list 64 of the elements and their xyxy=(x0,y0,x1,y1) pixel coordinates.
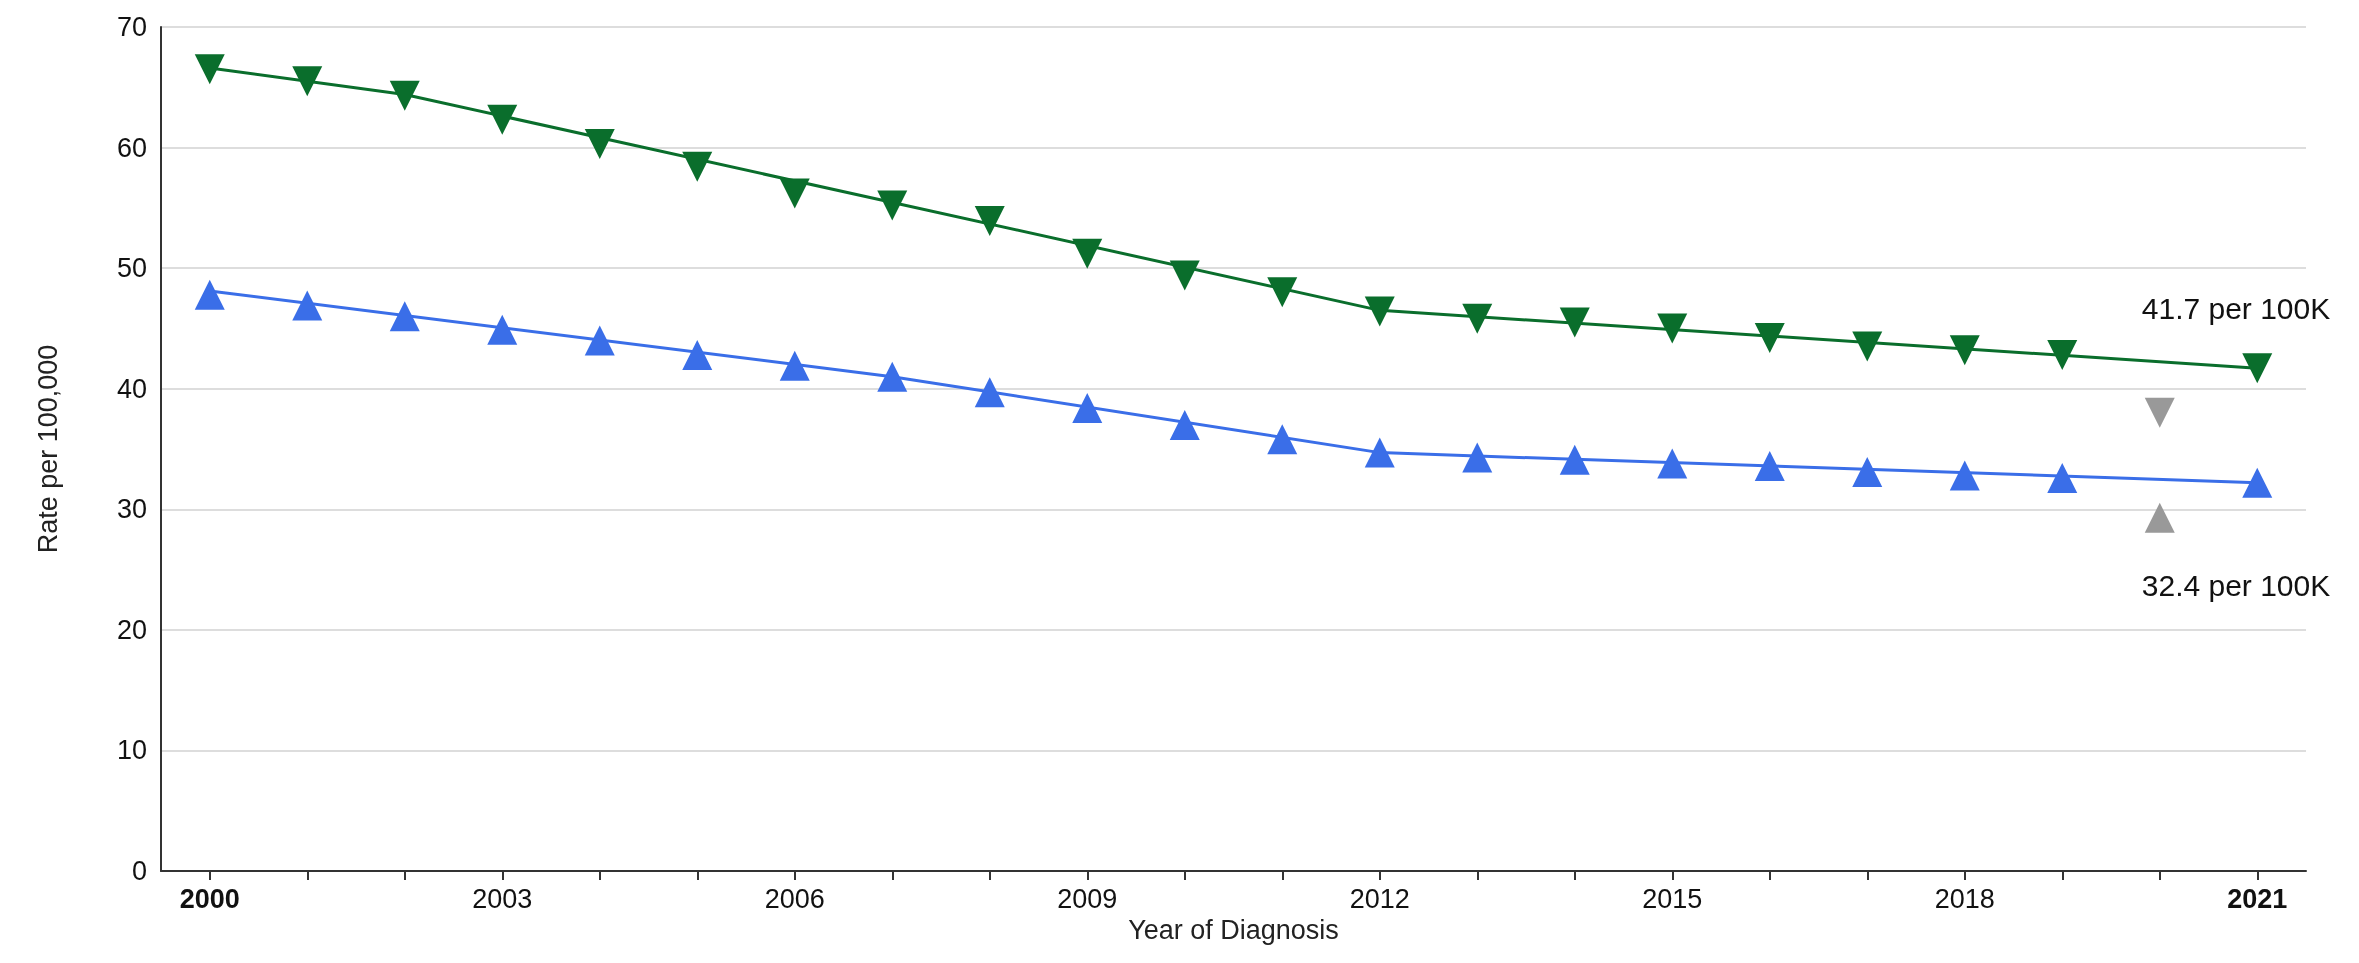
point xyxy=(487,104,518,135)
point xyxy=(974,377,1005,408)
y-tick-label: 10 xyxy=(116,735,147,766)
point xyxy=(1949,460,1980,491)
x-tick-label: 2015 xyxy=(1642,883,1703,914)
point xyxy=(1852,456,1883,487)
point xyxy=(487,314,518,345)
y-tick-label: 0 xyxy=(131,856,147,886)
y-tick-label: 50 xyxy=(116,253,147,284)
x-tick-label: 2012 xyxy=(1349,883,1410,914)
point xyxy=(2047,339,2078,370)
y-axis-title: Rate per 100,000 xyxy=(32,344,63,554)
point xyxy=(682,151,713,182)
point xyxy=(1754,450,1785,481)
point xyxy=(1852,331,1883,362)
point xyxy=(1949,335,1980,366)
y-tick-label: 30 xyxy=(116,494,147,525)
point xyxy=(194,54,225,85)
point xyxy=(1169,409,1200,440)
point xyxy=(584,325,615,356)
point xyxy=(2144,397,2175,428)
point xyxy=(2242,353,2273,384)
point xyxy=(2047,462,2078,493)
y-tick-label: 20 xyxy=(116,614,147,645)
point xyxy=(1462,442,1493,473)
point xyxy=(1267,424,1298,455)
annotation: 32.4 per 100K xyxy=(2141,568,2331,602)
point xyxy=(2144,502,2175,533)
point xyxy=(1169,260,1200,291)
y-tick-label: 60 xyxy=(116,132,147,163)
point xyxy=(682,339,713,370)
x-tick-label: 2000 xyxy=(179,883,240,914)
x-tick-label: 2018 xyxy=(1934,883,1995,914)
x-tick-label: 2006 xyxy=(764,883,825,914)
point xyxy=(1072,238,1103,269)
point xyxy=(2242,467,2273,498)
point xyxy=(1657,448,1688,479)
annotation: 41.7 per 100K xyxy=(2141,291,2331,325)
point xyxy=(779,178,810,209)
x-tick-label: 2009 xyxy=(1057,883,1118,914)
x-tick-label: 2003 xyxy=(472,883,533,914)
point xyxy=(1559,444,1590,475)
point xyxy=(292,66,323,97)
point xyxy=(1364,437,1395,468)
point xyxy=(974,206,1005,237)
y-tick-label: 40 xyxy=(116,373,147,404)
point xyxy=(877,190,908,221)
point xyxy=(1462,303,1493,334)
point xyxy=(1754,323,1785,354)
y-tick-label: 70 xyxy=(116,12,147,42)
point xyxy=(292,290,323,321)
point xyxy=(1657,313,1688,344)
point xyxy=(877,361,908,392)
x-tick-label: 2021 xyxy=(2227,883,2288,914)
point xyxy=(1559,307,1590,338)
point xyxy=(1364,296,1395,327)
point xyxy=(389,80,420,111)
point xyxy=(779,350,810,381)
point xyxy=(389,301,420,332)
point xyxy=(1267,277,1298,308)
point xyxy=(194,279,225,310)
x-axis-title: Year of Diagnosis xyxy=(1128,915,1339,946)
point xyxy=(584,128,615,159)
point xyxy=(1072,393,1103,424)
